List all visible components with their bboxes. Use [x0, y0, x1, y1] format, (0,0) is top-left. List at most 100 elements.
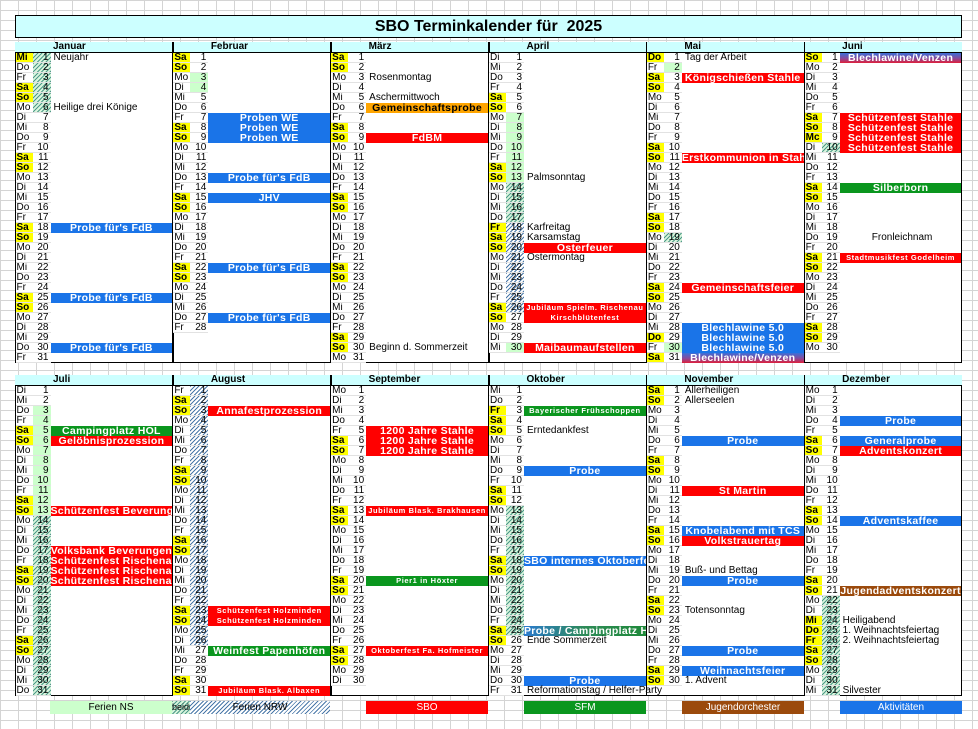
weekday-label: Di [489, 53, 506, 63]
day-number: 1 [348, 53, 367, 63]
day-number-vacation-beide: 28 [32, 656, 51, 666]
day-number: 10 [190, 143, 209, 153]
day-number: 29 [348, 333, 367, 343]
event-sbo[interactable]: Schützenfest Stahle [839, 113, 962, 123]
event-akt[interactable]: Generalprobe [839, 436, 962, 446]
weekday-label: Do [646, 576, 664, 586]
event-sfm[interactable]: Campingplatz HOL [50, 426, 173, 436]
day-number-vacation-beide: 20 [32, 576, 51, 586]
day-number: 1 [821, 53, 840, 63]
event-sbo[interactable]: St Martin [681, 486, 804, 496]
event-sbo[interactable]: Schützenfest Stahle [839, 133, 962, 143]
event-sfm[interactable]: Silberborn [839, 183, 962, 193]
event-sbo[interactable]: Schützenfest Stahle [839, 143, 962, 153]
event-sbo[interactable]: Stadtmusikfest Godelheim [839, 253, 962, 263]
event-akt[interactable]: Blechlawine 5.0 [681, 343, 804, 353]
event-akt[interactable]: Probe [524, 676, 646, 686]
event-sbo[interactable]: Jubiläum Spielm. Rischenau [524, 303, 646, 313]
weekday-label: Mi [173, 506, 191, 516]
event-akt[interactable]: Probe für's FdB [208, 313, 331, 323]
weekday-label: So [646, 606, 664, 616]
event-orange[interactable]: Gemeinschaftsprobe [366, 103, 488, 113]
weekday-label: Do [15, 343, 33, 353]
day-number: 20 [821, 576, 840, 586]
event-sbo[interactable]: Schützenfest Beverungen [50, 506, 173, 516]
event-sbo[interactable]: Osterfeuer [524, 243, 646, 253]
weekday-label: Sa [646, 73, 664, 83]
event-sbo[interactable]: Jubiläum Blask. Brakhausen [366, 506, 488, 516]
weekday-label: Fr [646, 343, 664, 353]
day-number: 6 [821, 436, 840, 446]
event-sbo[interactable]: Oktoberfest Fa. Hofmeister [366, 646, 488, 656]
event-sbo[interactable]: Königschießen Stahle [681, 73, 804, 83]
day-number: 17 [348, 546, 367, 556]
day-number: 25 [663, 626, 682, 636]
weekday-label: Di [489, 656, 506, 666]
event-akt[interactable]: Proben WE [208, 133, 331, 143]
event-sbo[interactable]: 1200 Jahre Stahle [366, 426, 488, 436]
event-akt[interactable]: JHV [208, 193, 331, 203]
event-sbo[interactable]: 1200 Jahre Stahle [366, 436, 488, 446]
event-sbo[interactable]: 1200 Jahre Stahle [366, 446, 488, 456]
event-sbo[interactable]: FdBM [366, 133, 488, 143]
event-akt[interactable]: Probe für's FdB [208, 173, 331, 183]
event-akt[interactable]: Probe [681, 436, 804, 446]
weekday-label: Mo [173, 213, 191, 223]
day-number: 9 [348, 133, 367, 143]
event-akt[interactable]: Probe für's FdB [208, 263, 331, 273]
event-sbo[interactable]: Schützenfest Holzminden [208, 616, 331, 626]
event-akt[interactable]: Probe [839, 416, 962, 426]
event-grad-bv[interactable]: Blechlawine/Venzen [839, 53, 962, 63]
event-akt[interactable]: Probe [524, 466, 646, 476]
event-sbo[interactable]: Volkstrauertag [681, 536, 804, 546]
event-sbo[interactable]: Schützenfest Rischenau [50, 566, 173, 576]
weekday-label: Do [804, 303, 822, 313]
event-sbo[interactable]: Gelöbnisprozession [50, 436, 173, 446]
event-akt[interactable]: Weihnachtsfeier [681, 666, 804, 676]
event-jugend[interactable]: Jugendadventskonzert [839, 586, 962, 596]
event-sfm[interactable]: Bayerischer Frühschoppen [524, 406, 646, 416]
day-number-vacation-nrw: 15 [190, 526, 209, 536]
event-sbo[interactable]: Schützenfest Holzminden [208, 606, 331, 616]
event-akt[interactable]: Probe für's FdB [50, 223, 173, 233]
event-sbo[interactable]: Schützenfest Stahle [839, 123, 962, 133]
event-sbo[interactable]: Kirschblütenfest [524, 313, 646, 323]
event-grad-bg[interactable]: Probe / Campingplatz HOL [524, 626, 646, 636]
weekday-label: Di [173, 223, 191, 233]
event-sbo[interactable]: Schützenfest Rischenau [50, 556, 173, 566]
event-akt[interactable]: Probe [681, 576, 804, 586]
weekday-label: Sa [173, 263, 191, 273]
event-akt[interactable]: Probe für's FdB [50, 293, 173, 303]
day-number: 25 [348, 626, 367, 636]
event-akt[interactable]: SBO internes Oktoberfest [524, 556, 646, 566]
weekday-label: So [173, 133, 191, 143]
event-sfm[interactable]: Pier1 in Höxter [366, 576, 488, 586]
event-akt[interactable]: Adventskaffee [839, 516, 962, 526]
event-sbo[interactable]: Erstkommunion in Stahle [681, 153, 804, 163]
event-akt[interactable]: Proben WE [208, 113, 331, 123]
event-sbo[interactable]: Volksbank Beverungen [50, 546, 173, 556]
event-sbo[interactable]: Adventskonzert [839, 446, 962, 456]
event-sbo[interactable]: Maibaumaufstellen [524, 343, 646, 353]
day-number-vacation-beide: 22 [821, 596, 840, 606]
day-note: Aschermittwoch [369, 92, 440, 103]
event-akt[interactable]: Knobelabend mit TCS [681, 526, 804, 536]
day-number: 16 [348, 536, 367, 546]
event-sbo[interactable]: Annafestprozession [208, 406, 331, 416]
weekday-label: Mi [15, 53, 33, 63]
day-number: 9 [663, 466, 682, 476]
event-sbo[interactable]: Schützenfest Rischenau [50, 576, 173, 586]
event-akt[interactable]: Blechlawine 5.0 [681, 333, 804, 343]
event-akt[interactable]: Probe für's FdB [50, 343, 173, 353]
day-number-vacation-ns: 10 [32, 476, 51, 486]
event-sbo[interactable]: Gemeinschaftsfeier [681, 283, 804, 293]
event-akt[interactable]: Proben WE [208, 123, 331, 133]
event-grad-bv[interactable]: Blechlawine/Venzen [681, 353, 804, 363]
event-sfm[interactable]: Weinfest Papenhöfen [208, 646, 331, 656]
day-number-vacation-nrw: 12 [190, 496, 209, 506]
event-akt[interactable]: Blechlawine 5.0 [681, 323, 804, 333]
event-sbo[interactable]: Jubiläum Blask. Albaxen [208, 686, 331, 696]
day-number: 10 [821, 476, 840, 486]
event-akt[interactable]: Probe [681, 646, 804, 656]
weekday-label: Do [804, 626, 822, 636]
